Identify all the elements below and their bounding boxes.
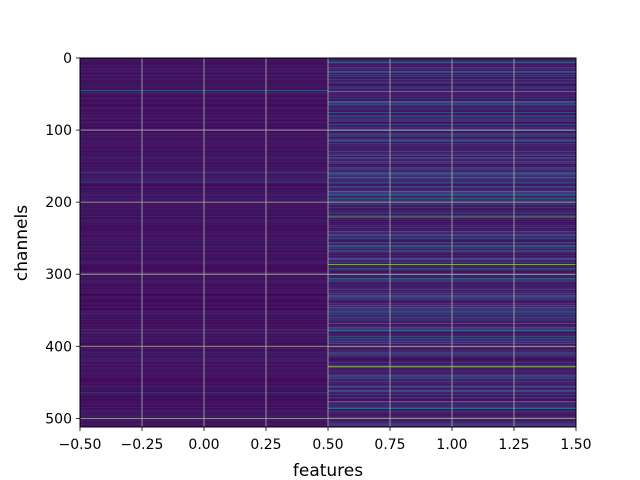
x-tick-label: 1.25 <box>498 437 529 453</box>
y-tick-label: 300 <box>45 267 72 283</box>
x-axis-ticks: −0.50 −0.25 0.00 0.25 0.50 0.75 1.00 1.25 1.50 <box>59 427 592 453</box>
x-tick-label: 0.25 <box>250 437 281 453</box>
y-tick-label: 200 <box>45 195 72 211</box>
x-tick-label: 1.50 <box>560 437 591 453</box>
x-tick-label: 0.75 <box>374 437 405 453</box>
x-tick-label: −0.50 <box>59 437 102 453</box>
y-tick-label: 0 <box>63 51 72 67</box>
x-tick-label: 1.00 <box>436 437 467 453</box>
y-tick-label: 400 <box>45 339 72 355</box>
y-tick-label: 100 <box>45 123 72 139</box>
x-axis-label: features <box>293 461 363 480</box>
y-axis-label: channels <box>12 205 32 281</box>
y-tick-label: 500 <box>45 411 72 427</box>
x-tick-label: 0.50 <box>312 437 343 453</box>
x-tick-label: −0.25 <box>121 437 164 453</box>
x-tick-label: 0.00 <box>188 437 219 453</box>
y-axis-ticks: 0 100 200 300 400 500 <box>45 51 80 427</box>
